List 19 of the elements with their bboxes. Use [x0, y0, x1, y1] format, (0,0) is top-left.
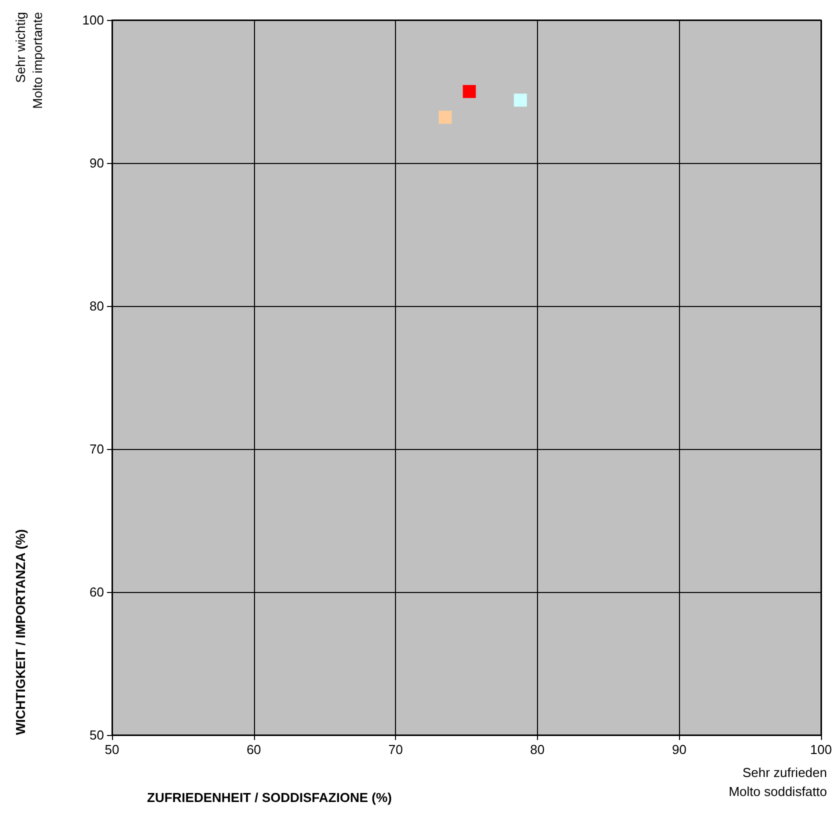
y-axis-title: WICHTIGKEIT / IMPORTANZA (%) [13, 529, 28, 735]
x-tick-label: 80 [530, 742, 545, 757]
x-axis-title: ZUFRIEDENHEIT / SODDISFAZIONE (%) [147, 790, 392, 805]
point [462, 85, 476, 98]
y-tick-label: 80 [90, 298, 104, 314]
point [514, 94, 527, 107]
y-tick-label: 50 [90, 728, 104, 742]
x-tick-label: 50 [104, 742, 120, 757]
y-tick-label: 60 [90, 584, 104, 600]
point [438, 110, 452, 124]
y-tick-label: 100 [82, 12, 104, 28]
text: Sehr wichtig Molto importante [13, 12, 45, 109]
text: Sehr zufrieden Molto soddisfatto [728, 765, 827, 799]
y-tick-label: 90 [90, 156, 104, 170]
x-tick-label: 100 [810, 742, 832, 757]
x-tick-label: 90 [672, 742, 686, 757]
x-tick-label: 60 [246, 742, 262, 757]
y-tick-label: 70 [90, 442, 104, 456]
x-tick-label: 70 [388, 742, 403, 757]
